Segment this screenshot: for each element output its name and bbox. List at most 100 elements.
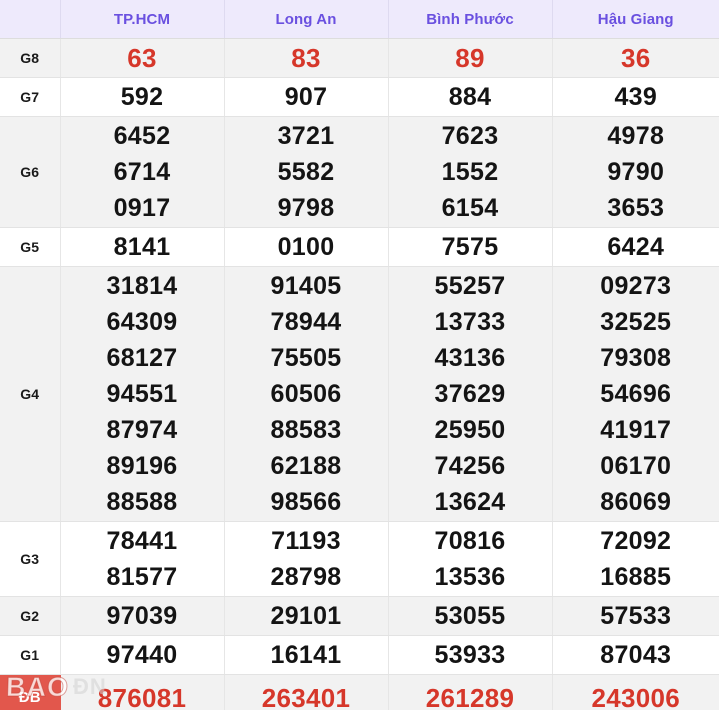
result-number: 53055 bbox=[434, 602, 506, 630]
result-number: 89 bbox=[455, 43, 485, 73]
column-header-hau-giang[interactable]: Hậu Giang bbox=[552, 0, 719, 39]
column-header-long-an[interactable]: Long An bbox=[224, 0, 389, 39]
result-cell-g1-binh-phuoc: 53933 bbox=[388, 635, 553, 675]
result-number: 7575 bbox=[441, 233, 499, 261]
result-number: 0917 bbox=[113, 194, 171, 222]
result-number: 6452 bbox=[113, 122, 171, 150]
result-number: 87043 bbox=[600, 641, 672, 669]
result-number: 13536 bbox=[434, 563, 506, 591]
result-cell-g4-tphcm: 31814 64309 68127 94551 87974 89196 8858… bbox=[60, 266, 225, 522]
result-cell-db-long-an: 263401 bbox=[224, 674, 389, 716]
result-number: 0100 bbox=[277, 233, 335, 261]
result-number: 592 bbox=[120, 83, 164, 111]
result-number: 16885 bbox=[600, 563, 672, 591]
result-cell-g4-long-an: 91405 78944 75505 60506 88583 62188 9856… bbox=[224, 266, 389, 522]
result-cell-g2-hau-giang: 57533 bbox=[552, 596, 719, 636]
result-cell-g2-long-an: 29101 bbox=[224, 596, 389, 636]
header-row: TP.HCM Long An Bình Phước Hậu Giang bbox=[0, 0, 719, 39]
result-number: 29101 bbox=[270, 602, 342, 630]
result-number: 31814 bbox=[106, 272, 178, 300]
result-number: 98566 bbox=[270, 488, 342, 516]
bottom-filler bbox=[0, 710, 719, 716]
result-cell-g8-tphcm: 63 bbox=[60, 38, 225, 78]
result-number: 25950 bbox=[434, 416, 506, 444]
result-cell-g7-long-an: 907 bbox=[224, 77, 389, 117]
table-body: G8 63 83 89 36 G7 592 bbox=[0, 38, 719, 716]
result-number: 13733 bbox=[434, 308, 506, 336]
result-number: 13624 bbox=[434, 488, 506, 516]
result-number: 884 bbox=[448, 83, 492, 111]
result-number: 9790 bbox=[607, 158, 665, 186]
result-number: 81577 bbox=[106, 563, 178, 591]
table-row-g3: G3 78441 81577 71193 28798 70816 13536 7… bbox=[0, 521, 719, 597]
result-cell-g7-tphcm: 592 bbox=[60, 77, 225, 117]
result-cell-g2-tphcm: 97039 bbox=[60, 596, 225, 636]
result-number: 62188 bbox=[270, 452, 342, 480]
result-cell-db-hau-giang: 243006 bbox=[552, 674, 719, 716]
result-number: 63 bbox=[127, 43, 157, 73]
result-cell-g7-hau-giang: 439 bbox=[552, 77, 719, 117]
prize-label-g7: G7 bbox=[0, 77, 61, 117]
table-row-g5: G5 8141 0100 7575 6424 bbox=[0, 227, 719, 267]
result-cell-g1-long-an: 16141 bbox=[224, 635, 389, 675]
result-number: 41917 bbox=[600, 416, 672, 444]
result-number: 1552 bbox=[441, 158, 499, 186]
result-number: 16141 bbox=[270, 641, 342, 669]
result-number: 4978 bbox=[607, 122, 665, 150]
result-cell-g1-hau-giang: 87043 bbox=[552, 635, 719, 675]
result-number: 43136 bbox=[434, 344, 506, 372]
result-number: 261289 bbox=[425, 682, 515, 713]
result-cell-g6-hau-giang: 4978 9790 3653 bbox=[552, 116, 719, 228]
result-number: 86069 bbox=[600, 488, 672, 516]
table-header: TP.HCM Long An Bình Phước Hậu Giang bbox=[0, 0, 719, 39]
result-cell-g5-binh-phuoc: 7575 bbox=[388, 227, 553, 267]
result-cell-g6-long-an: 3721 5582 9798 bbox=[224, 116, 389, 228]
result-cell-g6-binh-phuoc: 7623 1552 6154 bbox=[388, 116, 553, 228]
table-row-g6: G6 6452 6714 0917 3721 5582 9798 7623 15… bbox=[0, 116, 719, 228]
result-number: 6714 bbox=[113, 158, 171, 186]
table-row-g7: G7 592 907 884 439 bbox=[0, 77, 719, 117]
result-number: 78441 bbox=[106, 527, 178, 555]
prize-label-g6: G6 bbox=[0, 116, 61, 228]
result-cell-db-binh-phuoc: 261289 bbox=[388, 674, 553, 716]
result-number: 87974 bbox=[106, 416, 178, 444]
result-number: 70816 bbox=[434, 527, 506, 555]
result-number: 68127 bbox=[106, 344, 178, 372]
result-cell-g3-binh-phuoc: 70816 13536 bbox=[388, 521, 553, 597]
result-cell-g4-binh-phuoc: 55257 13733 43136 37629 25950 74256 1362… bbox=[388, 266, 553, 522]
result-number: 09273 bbox=[600, 272, 672, 300]
result-cell-g8-hau-giang: 36 bbox=[552, 38, 719, 78]
result-number: 9798 bbox=[277, 194, 335, 222]
result-cell-g8-long-an: 83 bbox=[224, 38, 389, 78]
result-number: 36 bbox=[620, 43, 651, 73]
result-number: 54696 bbox=[600, 380, 672, 408]
result-number: 3653 bbox=[607, 194, 665, 222]
result-cell-g8-binh-phuoc: 89 bbox=[388, 38, 553, 78]
result-number: 79308 bbox=[600, 344, 672, 372]
prize-label-g3: G3 bbox=[0, 521, 61, 597]
result-number: 71193 bbox=[271, 527, 341, 555]
result-cell-g5-hau-giang: 6424 bbox=[552, 227, 719, 267]
prize-label-g8: G8 bbox=[0, 38, 61, 78]
table-row-g1: G1 97440 16141 53933 87043 bbox=[0, 635, 719, 675]
result-number: 94551 bbox=[106, 380, 178, 408]
result-number: 876081 bbox=[97, 682, 187, 713]
result-cell-g7-binh-phuoc: 884 bbox=[388, 77, 553, 117]
prize-label-g2: G2 bbox=[0, 596, 61, 636]
result-number: 7623 bbox=[441, 122, 499, 150]
result-number: 91405 bbox=[270, 272, 342, 300]
result-cell-g1-tphcm: 97440 bbox=[60, 635, 225, 675]
result-number: 57533 bbox=[600, 602, 672, 630]
column-header-tphcm[interactable]: TP.HCM bbox=[60, 0, 225, 39]
result-number: 06170 bbox=[600, 452, 672, 480]
result-number: 89196 bbox=[106, 452, 178, 480]
prize-label-g4: G4 bbox=[0, 266, 61, 522]
result-cell-g4-hau-giang: 09273 32525 79308 54696 41917 06170 8606… bbox=[552, 266, 719, 522]
result-number: 3721 bbox=[277, 122, 335, 150]
column-header-binh-phuoc[interactable]: Bình Phước bbox=[388, 0, 553, 39]
result-number: 53933 bbox=[434, 641, 506, 669]
result-number: 28798 bbox=[270, 563, 342, 591]
result-number: 75505 bbox=[270, 344, 342, 372]
